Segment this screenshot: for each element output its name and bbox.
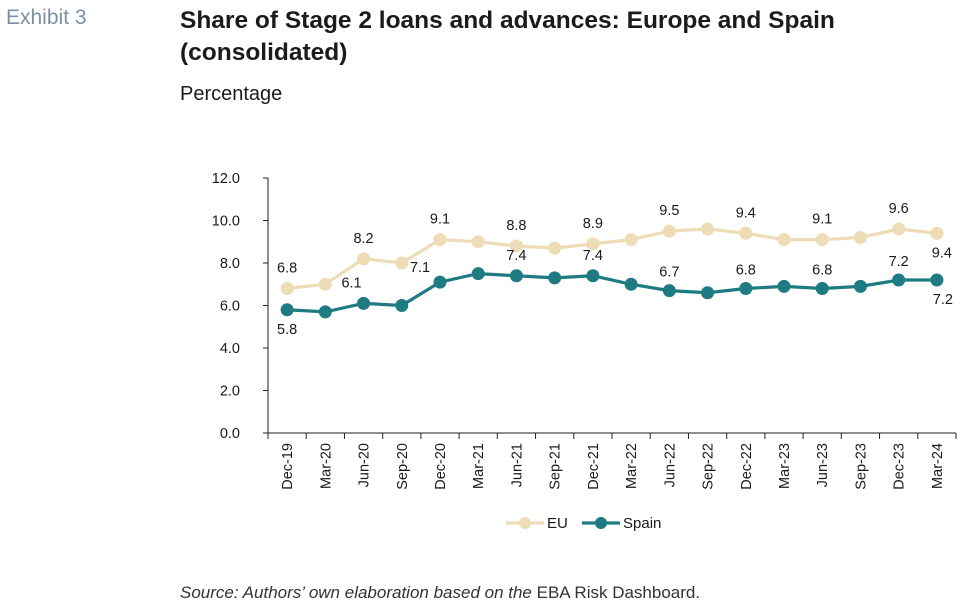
data-label-eu: 8.8 bbox=[506, 218, 526, 234]
data-point-eu bbox=[318, 277, 332, 291]
x-tick-label: Mar-23 bbox=[777, 443, 793, 489]
data-point-spain bbox=[739, 282, 753, 295]
data-point-spain bbox=[548, 271, 562, 285]
data-label-eu: 8.2 bbox=[353, 231, 373, 247]
x-tick-label: Sep-20 bbox=[395, 443, 411, 490]
data-point-eu bbox=[853, 231, 867, 244]
data-label-spain: 5.8 bbox=[277, 322, 297, 338]
data-label-spain: 7.2 bbox=[933, 292, 953, 308]
y-tick-label: 8.0 bbox=[220, 256, 240, 272]
y-tick-label: 12.0 bbox=[212, 171, 240, 187]
exhibit-label: Exhibit 3 bbox=[6, 6, 87, 29]
data-point-spain bbox=[853, 279, 867, 293]
x-tick-label: Mar-20 bbox=[318, 443, 334, 489]
data-label-eu: 9.5 bbox=[659, 203, 679, 219]
data-label-eu: 9.4 bbox=[736, 205, 756, 221]
x-tick-label: Sep-22 bbox=[701, 443, 717, 490]
y-tick-label: 6.0 bbox=[220, 299, 240, 315]
data-label-eu: 8.9 bbox=[583, 216, 603, 232]
data-label-eu: 9.1 bbox=[812, 212, 832, 228]
data-point-eu bbox=[815, 233, 829, 247]
data-label-eu: 6.8 bbox=[277, 261, 297, 277]
chart-subtitle: Percentage bbox=[180, 83, 283, 105]
x-tick-label: Dec-22 bbox=[739, 443, 755, 490]
source-note: Source: Authors’ own elaboration based o… bbox=[180, 583, 700, 603]
data-point-eu bbox=[548, 241, 562, 255]
data-point-spain bbox=[586, 269, 600, 283]
x-tick-label: Jun-21 bbox=[509, 443, 525, 487]
data-point-eu bbox=[395, 256, 409, 270]
data-label-spain: 7.4 bbox=[583, 248, 603, 264]
data-point-spain bbox=[701, 286, 715, 300]
x-tick-label: Jun-23 bbox=[815, 443, 831, 487]
x-tick-label: Dec-19 bbox=[280, 443, 296, 490]
x-tick-label: Sep-21 bbox=[548, 443, 564, 490]
data-label-spain: 6.8 bbox=[812, 263, 832, 279]
data-point-eu bbox=[433, 233, 447, 247]
data-point-spain bbox=[815, 282, 829, 295]
x-tick-label: Dec-23 bbox=[892, 443, 908, 490]
legend-marker-spain bbox=[595, 517, 607, 529]
data-point-eu bbox=[280, 282, 294, 295]
x-tick-label: Mar-21 bbox=[471, 443, 487, 489]
data-point-eu bbox=[357, 252, 371, 266]
chart-title: Share of Stage 2 loans and advances: Eur… bbox=[180, 7, 835, 66]
data-label-eu: 9.1 bbox=[430, 212, 450, 228]
data-point-eu bbox=[586, 237, 600, 251]
series-line-spain bbox=[287, 272, 937, 314]
data-point-spain bbox=[471, 267, 485, 281]
source-prefix: Source: Authors’ own elaboration based o… bbox=[180, 583, 537, 602]
x-tick-label: Jun-22 bbox=[662, 443, 678, 487]
data-point-spain bbox=[930, 273, 944, 287]
data-point-eu bbox=[624, 233, 638, 247]
data-point-spain bbox=[280, 303, 294, 317]
y-tick-label: 10.0 bbox=[212, 214, 240, 230]
data-point-eu bbox=[701, 222, 715, 236]
source-suffix: EBA Risk Dashboard. bbox=[536, 583, 701, 602]
data-point-spain bbox=[395, 299, 409, 312]
x-tick-label: Sep-23 bbox=[853, 443, 869, 490]
data-label-spain: 6.8 bbox=[736, 263, 756, 279]
data-point-eu bbox=[739, 226, 753, 240]
legend-label-spain: Spain bbox=[623, 515, 661, 532]
data-point-spain bbox=[662, 284, 676, 298]
data-point-eu bbox=[662, 224, 676, 238]
data-point-spain bbox=[624, 277, 638, 291]
data-label-spain: 6.1 bbox=[341, 275, 361, 291]
data-point-eu bbox=[509, 239, 523, 253]
data-label-spain: 7.2 bbox=[889, 254, 909, 270]
data-label-spain: 6.7 bbox=[659, 265, 679, 281]
data-point-spain bbox=[357, 296, 371, 310]
y-tick-label: 0.0 bbox=[220, 426, 240, 442]
y-tick-label: 2.0 bbox=[220, 384, 240, 400]
y-tick-label: 4.0 bbox=[220, 341, 240, 357]
data-point-eu bbox=[892, 222, 906, 236]
legend-marker-eu bbox=[519, 517, 531, 529]
data-point-eu bbox=[930, 226, 944, 240]
data-point-eu bbox=[777, 233, 791, 247]
legend-label-eu: EU bbox=[547, 515, 568, 532]
data-label-eu: 9.4 bbox=[932, 245, 952, 261]
data-point-spain bbox=[892, 273, 906, 287]
data-label-spain: 7.4 bbox=[506, 248, 526, 264]
x-tick-label: Dec-21 bbox=[586, 443, 602, 490]
data-point-spain bbox=[777, 279, 791, 293]
x-tick-label: Dec-20 bbox=[433, 443, 449, 490]
data-label-eu: 9.6 bbox=[889, 201, 909, 217]
data-label-spain: 7.1 bbox=[410, 260, 430, 276]
x-tick-label: Jun-20 bbox=[357, 443, 373, 487]
data-point-eu bbox=[471, 235, 485, 249]
data-point-spain bbox=[509, 269, 523, 283]
x-tick-label: Mar-24 bbox=[930, 443, 946, 489]
data-point-spain bbox=[433, 275, 447, 289]
x-tick-label: Mar-22 bbox=[624, 443, 640, 489]
data-point-spain bbox=[318, 305, 332, 319]
